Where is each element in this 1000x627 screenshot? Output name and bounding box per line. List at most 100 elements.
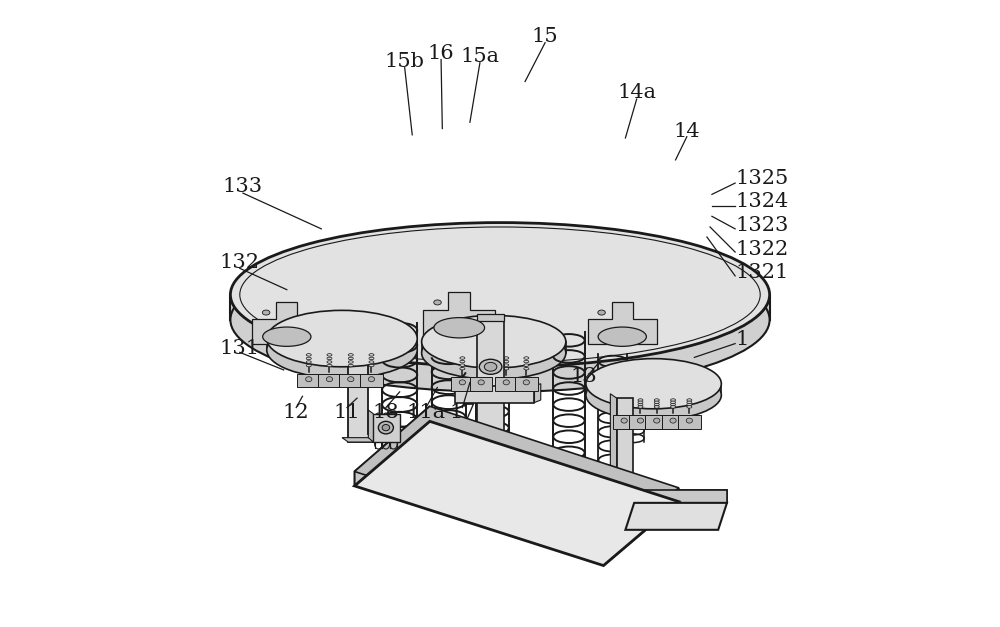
Text: 14a: 14a	[617, 83, 656, 102]
Polygon shape	[318, 374, 341, 387]
Ellipse shape	[622, 403, 627, 406]
Ellipse shape	[524, 357, 529, 359]
Ellipse shape	[654, 399, 659, 401]
Ellipse shape	[484, 362, 497, 371]
Ellipse shape	[687, 406, 692, 408]
Ellipse shape	[671, 406, 676, 408]
Ellipse shape	[504, 364, 509, 366]
Ellipse shape	[306, 377, 312, 382]
Polygon shape	[495, 377, 518, 391]
Ellipse shape	[654, 403, 659, 406]
Ellipse shape	[348, 364, 353, 367]
Ellipse shape	[422, 327, 566, 379]
Ellipse shape	[460, 364, 465, 366]
Text: 133: 133	[223, 177, 263, 196]
Ellipse shape	[479, 364, 484, 366]
Ellipse shape	[326, 377, 333, 382]
Ellipse shape	[654, 401, 659, 404]
Polygon shape	[477, 314, 504, 321]
Ellipse shape	[687, 399, 692, 401]
Polygon shape	[586, 384, 721, 395]
Ellipse shape	[638, 401, 643, 404]
Text: 1325: 1325	[735, 169, 788, 188]
Polygon shape	[342, 438, 409, 442]
Text: 13: 13	[571, 367, 597, 386]
Ellipse shape	[460, 367, 465, 370]
Ellipse shape	[687, 401, 692, 404]
Polygon shape	[368, 410, 373, 442]
Ellipse shape	[434, 318, 485, 338]
Polygon shape	[355, 406, 430, 486]
Text: 15b: 15b	[385, 52, 425, 71]
Ellipse shape	[622, 406, 627, 408]
Text: 15: 15	[532, 27, 558, 46]
Ellipse shape	[348, 361, 353, 363]
Polygon shape	[662, 415, 684, 429]
Ellipse shape	[230, 223, 770, 367]
Ellipse shape	[671, 399, 676, 401]
Text: 17: 17	[449, 403, 476, 422]
Polygon shape	[373, 414, 400, 442]
Ellipse shape	[524, 361, 529, 363]
Ellipse shape	[637, 418, 644, 423]
Ellipse shape	[327, 354, 332, 356]
Ellipse shape	[586, 370, 721, 420]
Polygon shape	[477, 321, 504, 464]
Polygon shape	[360, 374, 383, 387]
Polygon shape	[339, 374, 362, 387]
Ellipse shape	[638, 399, 643, 401]
Ellipse shape	[622, 401, 627, 404]
Ellipse shape	[598, 327, 646, 346]
Ellipse shape	[306, 357, 311, 360]
Polygon shape	[613, 415, 635, 429]
Polygon shape	[355, 406, 679, 552]
Polygon shape	[297, 374, 320, 387]
Ellipse shape	[382, 424, 390, 431]
Ellipse shape	[524, 367, 529, 370]
Polygon shape	[470, 377, 492, 391]
Text: 1324: 1324	[735, 192, 788, 211]
Ellipse shape	[306, 354, 311, 356]
Polygon shape	[230, 295, 770, 320]
Ellipse shape	[479, 357, 484, 359]
Ellipse shape	[262, 310, 270, 315]
Ellipse shape	[369, 357, 374, 360]
Ellipse shape	[327, 364, 332, 367]
Ellipse shape	[670, 418, 676, 423]
Text: 15a: 15a	[460, 47, 499, 66]
Polygon shape	[634, 490, 727, 503]
Ellipse shape	[230, 248, 770, 392]
Polygon shape	[355, 421, 679, 566]
Ellipse shape	[267, 322, 417, 378]
Polygon shape	[515, 377, 538, 391]
Ellipse shape	[434, 300, 441, 305]
Text: 14: 14	[674, 122, 700, 141]
Ellipse shape	[686, 418, 692, 423]
Text: 11: 11	[334, 403, 360, 422]
Ellipse shape	[459, 380, 466, 385]
Polygon shape	[423, 292, 495, 335]
Ellipse shape	[671, 403, 676, 406]
Ellipse shape	[369, 361, 374, 363]
Polygon shape	[451, 377, 474, 391]
Polygon shape	[617, 398, 727, 503]
Polygon shape	[455, 386, 534, 403]
Ellipse shape	[348, 354, 353, 356]
Ellipse shape	[504, 357, 509, 359]
Polygon shape	[342, 337, 348, 350]
Ellipse shape	[306, 361, 311, 363]
Text: 18: 18	[373, 403, 399, 422]
Ellipse shape	[479, 359, 502, 374]
Ellipse shape	[263, 327, 311, 346]
Ellipse shape	[479, 361, 484, 363]
Ellipse shape	[460, 357, 465, 359]
Ellipse shape	[504, 361, 509, 363]
Ellipse shape	[504, 367, 509, 370]
Ellipse shape	[327, 361, 332, 363]
Ellipse shape	[638, 403, 643, 406]
Ellipse shape	[369, 364, 374, 367]
Ellipse shape	[503, 380, 509, 385]
Polygon shape	[422, 342, 566, 353]
Ellipse shape	[306, 364, 311, 367]
Polygon shape	[348, 342, 409, 442]
